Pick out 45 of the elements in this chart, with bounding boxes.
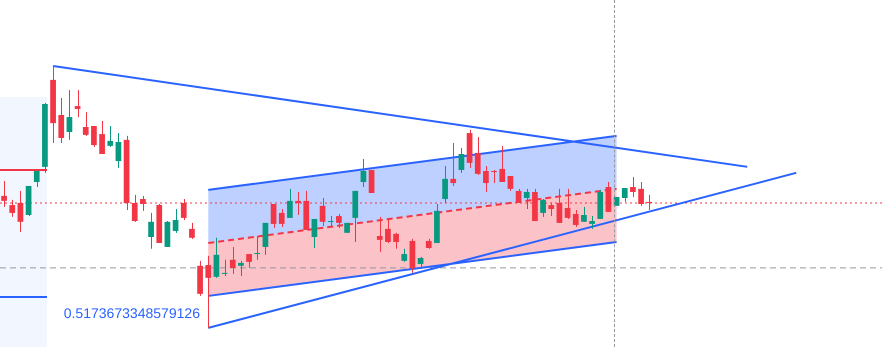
candlestick: [622, 188, 628, 202]
candlestick: [450, 142, 456, 186]
candlestick: [328, 216, 334, 228]
candlestick: [508, 175, 514, 192]
candlestick: [312, 218, 318, 249]
candlestick: [630, 176, 636, 198]
candlestick: [458, 147, 464, 174]
candlestick: [474, 136, 481, 176]
candlestick: [336, 213, 342, 228]
candlestick: [540, 198, 546, 218]
candlestick: [82, 112, 89, 136]
candlestick: [99, 120, 105, 154]
candlestick: [572, 210, 579, 228]
candlestick: [287, 188, 293, 218]
candlestick: [205, 255, 212, 328]
candlestick: [483, 166, 489, 192]
candlestick: [66, 90, 72, 140]
candlestick: [172, 208, 178, 234]
candlestick: [491, 169, 497, 184]
candlestick: [91, 125, 97, 148]
candlestick: [360, 158, 366, 188]
candlestick: [238, 260, 244, 277]
candlestick: [189, 222, 195, 240]
candlestick: [214, 237, 220, 278]
candlestick: [148, 212, 154, 250]
candlestick: [401, 248, 408, 262]
candlestick: [34, 170, 40, 188]
candlestick: [254, 235, 260, 260]
candlestick: [426, 238, 432, 250]
candlestick: [58, 97, 64, 144]
candlestick: [74, 90, 80, 118]
candlestick: [222, 259, 228, 277]
annotation: 0.5173673348579126: [64, 304, 200, 321]
candlestick: [278, 208, 285, 228]
candlestick: [499, 145, 506, 183]
candlestick: [107, 125, 114, 148]
candlestick: [442, 166, 448, 204]
candlestick: [524, 188, 530, 210]
candlestick: [393, 232, 399, 250]
candlestick: [418, 256, 424, 270]
candlestick: [581, 206, 587, 222]
candlestick: [589, 216, 595, 230]
candlestick: [116, 132, 122, 168]
candlestick: [230, 246, 236, 274]
candlestick: [246, 254, 252, 268]
